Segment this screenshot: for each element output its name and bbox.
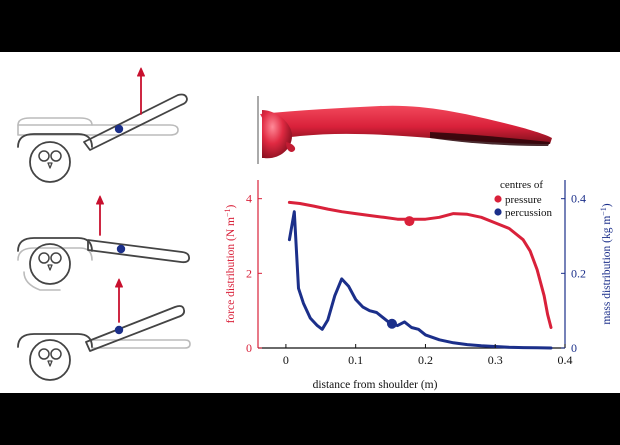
arrow-head-icon [96,195,104,205]
eye-icon [50,150,62,162]
legend-percussion-dot-icon [494,208,502,216]
ghost-body [17,117,93,126]
left-tick-label: 2 [246,266,252,280]
chart-series [287,200,553,350]
wing-view-raised [17,67,188,183]
wing [83,93,188,151]
left-axis-label: force distribution (N m−1) [223,204,237,323]
wing-views [17,67,191,381]
centre-of-percussion-marker [386,318,397,329]
legend: centres of pressure percussion [494,179,553,219]
x-axis-label: distance from shoulder (m) [313,379,438,391]
eye-icon [38,252,50,264]
wing [85,305,186,352]
x-tick-label: 0.3 [488,353,503,367]
wing-underside [430,132,550,146]
body-blob [286,142,296,152]
centre-of-pressure-dot-icon [114,325,124,335]
right-tick-label: 0.2 [571,266,586,280]
bird-head-icon [29,243,71,285]
x-tick-label: 0.4 [558,353,573,367]
bird-head-icon [29,141,71,183]
x-tick-label: 0.1 [348,353,363,367]
ghost-body [17,247,93,261]
eye-icon [38,348,50,360]
shoulder-outline [17,237,93,252]
shoulder-blob [262,110,292,159]
beak-icon [47,360,53,367]
beak-icon [47,264,53,271]
chart-markers [386,216,415,329]
ghost-wing [91,339,191,349]
ghost-head [23,271,61,291]
right-tick-label: 0.4 [571,192,586,206]
left-tick-label: 4 [246,192,252,206]
arrow-head-icon [137,67,145,77]
x-tick-label: 0 [283,353,289,367]
wing-surface [260,105,552,144]
legend-title: centres of [500,179,543,191]
right-axis-label: mass distribution (kg m−1) [599,203,613,324]
force-distribution-line [287,200,553,329]
eye-icon [38,150,50,162]
centre-of-pressure-marker [404,216,415,227]
wing-3d-model [257,96,552,164]
centre-of-pressure-dot-icon [114,124,124,134]
ghost-wing [17,124,179,136]
figure-panel: 0 0.1 0.2 0.3 0.4 0 2 4 0 0.2 0.4 distance from sh… [0,52,620,393]
bird-head-icon [29,339,71,381]
centre-of-pressure-dot-icon [116,244,126,254]
beak-icon [47,162,53,169]
eye-icon [50,348,62,360]
x-tick-label: 0.2 [418,353,433,367]
legend-pressure: pressure [505,194,542,206]
arrow-head-icon [115,278,123,288]
mass-distribution-line [287,210,553,350]
wing [87,239,191,264]
eye-icon [50,252,62,264]
wing-view-mid [17,278,191,381]
shoulder-outline [17,133,93,148]
legend-pressure-dot-icon [494,195,502,203]
right-tick-label: 0 [571,341,577,355]
wing-view-level [17,195,191,291]
legend-percussion: percussion [505,207,553,219]
left-tick-label: 0 [246,341,252,355]
